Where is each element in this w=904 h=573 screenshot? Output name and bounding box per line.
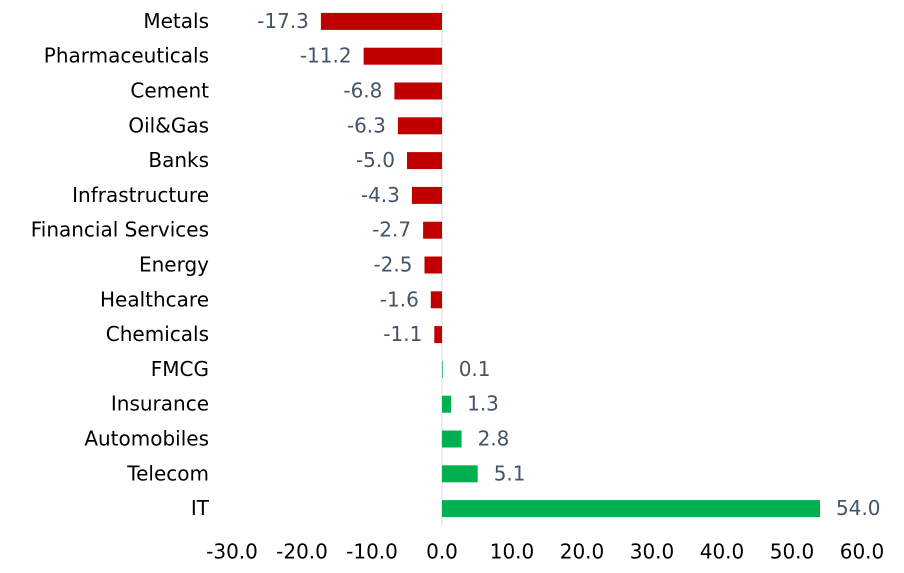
x-tick-label: 0.0 bbox=[426, 540, 458, 564]
x-tick-label: 40.0 bbox=[700, 540, 745, 564]
x-tick-label: 10.0 bbox=[490, 540, 535, 564]
category-label: Oil&Gas bbox=[128, 113, 209, 137]
value-label: -6.3 bbox=[347, 113, 386, 137]
value-label: -2.7 bbox=[372, 218, 411, 242]
category-label: Healthcare bbox=[100, 287, 209, 311]
value-label: 0.1 bbox=[459, 357, 491, 381]
value-label: 2.8 bbox=[478, 427, 510, 451]
x-tick-label: 60.0 bbox=[840, 540, 885, 564]
bar bbox=[424, 256, 442, 274]
value-label: -4.3 bbox=[361, 183, 400, 207]
category-label: Cement bbox=[130, 79, 209, 103]
category-label: Banks bbox=[148, 148, 209, 172]
bar bbox=[397, 117, 442, 135]
category-label: Insurance bbox=[111, 392, 209, 416]
bar bbox=[434, 326, 442, 344]
value-label: 1.3 bbox=[467, 392, 499, 416]
category-label: Automobiles bbox=[84, 427, 209, 451]
bar bbox=[363, 47, 442, 65]
category-label: Metals bbox=[143, 9, 209, 33]
x-tick-label: -20.0 bbox=[276, 540, 328, 564]
category-label: IT bbox=[191, 496, 210, 520]
value-label: -11.2 bbox=[300, 44, 352, 68]
x-tick-label: -30.0 bbox=[206, 540, 258, 564]
category-label: Chemicals bbox=[106, 322, 209, 346]
bar bbox=[320, 12, 442, 30]
bar bbox=[442, 395, 452, 413]
x-tick-label: 30.0 bbox=[630, 540, 675, 564]
value-label: -5.0 bbox=[356, 148, 395, 172]
x-tick-label: -10.0 bbox=[346, 540, 398, 564]
value-label: 5.1 bbox=[494, 461, 526, 485]
value-label: -6.8 bbox=[343, 79, 382, 103]
category-label: Pharmaceuticals bbox=[44, 44, 209, 68]
x-tick-label: 20.0 bbox=[560, 540, 605, 564]
bar bbox=[411, 186, 442, 204]
x-tick-label: 50.0 bbox=[770, 540, 815, 564]
value-label: -2.5 bbox=[373, 253, 412, 277]
value-label: -1.1 bbox=[383, 322, 422, 346]
bar bbox=[394, 82, 442, 100]
bar bbox=[442, 430, 462, 448]
category-label: Infrastructure bbox=[72, 183, 209, 207]
bar bbox=[442, 500, 820, 518]
category-label: Telecom bbox=[126, 461, 209, 485]
bar bbox=[442, 360, 443, 378]
value-label: -17.3 bbox=[257, 9, 309, 33]
bar bbox=[430, 291, 442, 309]
value-label: -1.6 bbox=[380, 287, 419, 311]
bar bbox=[423, 221, 442, 239]
category-label: Energy bbox=[139, 253, 209, 277]
bar bbox=[407, 152, 442, 170]
bar bbox=[442, 465, 478, 483]
category-label: Financial Services bbox=[31, 218, 209, 242]
category-label: FMCG bbox=[151, 357, 209, 381]
value-label: 54.0 bbox=[836, 496, 881, 520]
